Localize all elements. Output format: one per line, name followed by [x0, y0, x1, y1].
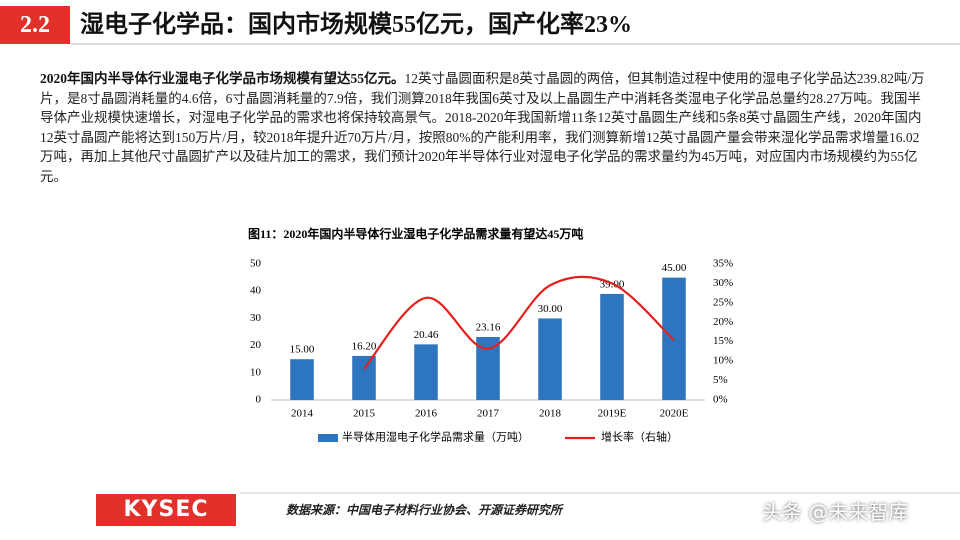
y2-tick-label: 25%: [713, 296, 733, 308]
bar: [476, 337, 500, 400]
y2-tick-label: 15%: [713, 335, 733, 347]
body-text: 2020年国内半导体行业湿电子化学品市场规模有望达55亿元。12英寸晶圆面积是8…: [40, 69, 926, 186]
slide-title: 湿电子化学品：国内市场规模55亿元，国产化率23%: [80, 12, 632, 38]
body-lead: 2020年国内半导体行业湿电子化学品市场规模有望达55亿元。: [40, 71, 405, 86]
y2-tick-label: 30%: [713, 277, 733, 289]
x-tick-label: 2017: [477, 408, 500, 420]
legend-label: 增长率（右轴）: [601, 430, 678, 444]
bar: [600, 293, 624, 400]
bar: [414, 344, 438, 400]
value-label: 23.16: [476, 322, 501, 334]
y-tick-label: 0: [256, 394, 262, 406]
watermark: 头条 @未来智库: [762, 500, 909, 524]
bar: [538, 318, 562, 400]
legend-label: 半导体用湿电子化学品需求量（万吨）: [342, 430, 529, 444]
y2-tick-label: 5%: [713, 374, 728, 386]
y-tick-label: 50: [250, 258, 262, 270]
bar: [290, 359, 314, 400]
x-tick-label: 2016: [415, 408, 438, 420]
value-label: 20.46: [414, 329, 439, 341]
value-label: 30.00: [538, 303, 563, 315]
y2-tick-label: 20%: [713, 316, 733, 328]
value-label: 16.20: [352, 340, 377, 352]
x-tick-label: 2015: [353, 408, 376, 420]
line: [363, 275, 675, 370]
source-note: 数据来源：中国电子材料行业协会、开源证券研究所: [286, 503, 563, 517]
y-tick-label: 10: [250, 366, 262, 378]
y-tick-label: 30: [250, 312, 262, 324]
bar: [352, 355, 376, 400]
logo: KYSEC: [96, 494, 236, 526]
x-tick-label: 2020E: [660, 408, 689, 420]
body-paragraph: 12英寸晶圆面积是8英寸晶圆的两倍，但其制造过程中使用的湿电子化学品达239.8…: [40, 71, 925, 184]
x-tick-label: 2018: [539, 408, 562, 420]
y2-tick-label: 35%: [713, 258, 733, 270]
x-tick-label: 2019E: [598, 408, 627, 420]
value-label: 45.00: [662, 262, 687, 274]
value-label: 15.00: [290, 344, 315, 356]
y2-tick-label: 0%: [713, 394, 728, 406]
chart-title: 图11：2020年国内半导体行业湿电子化学品需求量有望达45万吨: [248, 226, 583, 241]
section-number: 2.2: [0, 6, 70, 44]
y2-tick-label: 10%: [713, 355, 733, 367]
y-tick-label: 40: [250, 285, 262, 297]
legend-swatch: [318, 434, 338, 442]
x-tick-label: 2014: [291, 408, 314, 420]
y-tick-label: 20: [250, 339, 262, 351]
